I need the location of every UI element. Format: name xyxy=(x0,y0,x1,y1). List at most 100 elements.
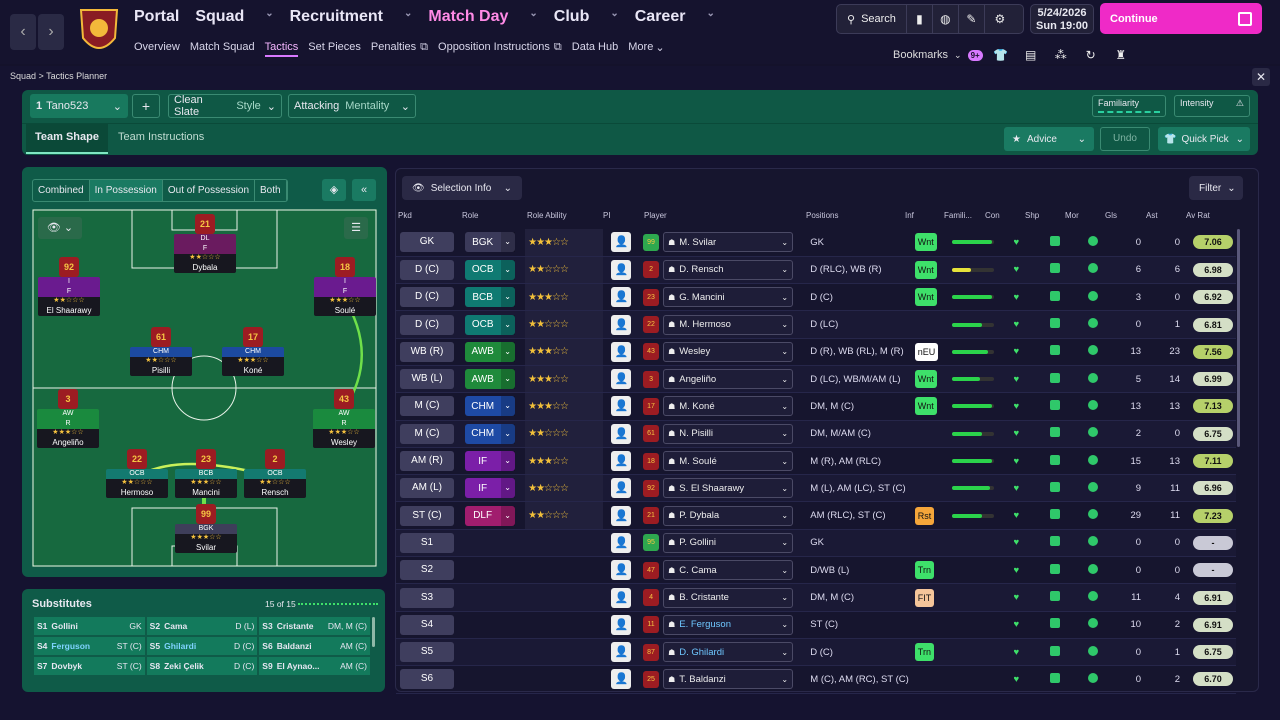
position-button[interactable]: AM (L) xyxy=(400,478,454,499)
role-dropdown[interactable]: CHM ⌄ xyxy=(464,423,515,444)
column-header[interactable]: Inf xyxy=(905,211,914,220)
globe-icon[interactable]: ◍ xyxy=(933,5,959,33)
view-visibility-button[interactable]: 👁 ⌄ xyxy=(38,217,82,239)
role-dropdown[interactable]: OCB ⌄ xyxy=(464,259,515,280)
player-select[interactable]: ☗ B. Cristante ⌄ xyxy=(663,587,794,608)
table-row[interactable]: AM (R) IF ⌄ ★★★☆☆ 👤 18 ☗ M. Soulé ⌄ M (R), AM (RL… xyxy=(396,447,1236,476)
position-button[interactable]: S4 xyxy=(400,614,454,635)
player-select[interactable]: ☗ Angeliño ⌄ xyxy=(663,369,794,390)
position-button[interactable]: GK xyxy=(400,232,454,253)
column-header[interactable]: Positions xyxy=(806,211,839,220)
intensity-meter[interactable]: Intensity ⚠ xyxy=(1174,95,1250,117)
player-instructions-icon[interactable]: 👤 xyxy=(611,669,632,690)
position-button[interactable]: S1 xyxy=(400,532,454,553)
column-header[interactable]: Con xyxy=(985,211,1000,220)
role-dropdown[interactable]: OCB ⌄ xyxy=(464,314,515,335)
club-crest-logo[interactable] xyxy=(78,4,120,58)
pitch-player-svilar[interactable]: 99 BGK ★★★☆☆ Svilar xyxy=(175,504,237,553)
table-row[interactable]: S3 👤 4 ☗ B. Cristante ⌄ DM, M (C) FIT ♥ 11 4 6.91 xyxy=(396,583,1236,612)
chevron-down-icon[interactable]: ⌄ xyxy=(265,8,274,19)
position-button[interactable]: ST (C) xyxy=(400,505,454,526)
formation-icon[interactable]: ◈ xyxy=(322,179,346,201)
player-instructions-icon[interactable]: 👤 xyxy=(611,642,632,663)
table-row[interactable]: S6 👤 25 ☗ T. Baldanzi ⌄ M (C), AM (RC), ST (C)… xyxy=(396,665,1236,694)
chevron-down-icon[interactable]: ⌄ xyxy=(403,8,413,19)
selection-info-dropdown[interactable]: 👁 Selection Info ⌄ xyxy=(402,176,522,200)
role-dropdown[interactable]: AWB ⌄ xyxy=(464,341,515,362)
player-select[interactable]: ☗ D. Ghilardi ⌄ xyxy=(663,642,794,663)
chevron-down-icon[interactable]: ⌄ xyxy=(529,8,538,19)
pitch-tab-both[interactable]: Both xyxy=(255,180,287,201)
nav-career[interactable]: Career xyxy=(634,8,686,25)
position-button[interactable]: D (C) xyxy=(400,259,454,280)
position-button[interactable]: S5 xyxy=(400,642,454,663)
player-select[interactable]: ☗ P. Gollini ⌄ xyxy=(663,532,794,553)
column-header[interactable]: Gls xyxy=(1105,211,1117,220)
substitute-cell[interactable]: S5 Ghilardi D (C) xyxy=(144,635,260,657)
nav-recruitment[interactable]: Recruitment xyxy=(289,8,383,25)
table-row[interactable]: D (C) OCB ⌄ ★★☆☆☆ 👤 22 ☗ M. Hermoso ⌄ D (LC) ♥ 0 1 6.… xyxy=(396,310,1236,339)
nav-club[interactable]: Club xyxy=(553,8,590,25)
chevron-down-icon[interactable]: ⌄ xyxy=(655,42,665,54)
position-button[interactable]: WB (R) xyxy=(400,341,454,362)
nav-portal[interactable]: Portal xyxy=(134,8,180,25)
subnav-more[interactable]: More xyxy=(628,41,654,53)
position-button[interactable]: AM (R) xyxy=(400,451,454,472)
player-instructions-icon[interactable]: 👤 xyxy=(611,532,632,553)
date-time-display[interactable]: 5/24/2026 Sun 19:00 xyxy=(1030,4,1094,34)
role-dropdown[interactable]: IF ⌄ xyxy=(464,478,515,499)
position-button[interactable]: S6 xyxy=(400,669,454,690)
player-instructions-icon[interactable]: 👤 xyxy=(611,478,632,499)
chevron-down-icon[interactable]: ⌄ xyxy=(706,8,715,19)
player-instructions-icon[interactable]: 👤 xyxy=(611,232,632,253)
column-header[interactable]: Famili... xyxy=(944,211,972,220)
table-row[interactable]: WB (R) AWB ⌄ ★★★☆☆ 👤 43 ☗ Wesley ⌄ D (R), WB (RL)… xyxy=(396,338,1236,366)
breadcrumb-squad[interactable]: Squad xyxy=(10,71,37,81)
position-button[interactable]: M (C) xyxy=(400,396,454,417)
player-instructions-icon[interactable]: 👤 xyxy=(611,560,632,581)
table-row[interactable]: D (C) OCB ⌄ ★★☆☆☆ 👤 2 ☗ D. Rensch ⌄ D (RLC), WB (… xyxy=(396,256,1236,285)
table-row[interactable]: D (C) BCB ⌄ ★★★☆☆ 👤 23 ☗ G. Mancini ⌄ D (C) Wnt ♥ 3 0… xyxy=(396,283,1236,312)
table-row[interactable]: S2 👤 47 ☗ C. Cama ⌄ D/WB (L) Trn ♥ 0 0- xyxy=(396,556,1236,585)
column-header[interactable]: Shp xyxy=(1025,211,1040,220)
substitute-cell[interactable]: S9 El Aynao... AM (C) xyxy=(257,655,372,677)
trophy-icon[interactable]: ♜ xyxy=(1115,48,1127,62)
column-header[interactable]: Av Rat xyxy=(1186,211,1210,220)
pitch-tab-in-possession[interactable]: In Possession xyxy=(89,180,163,201)
pitch-player-angeliño[interactable]: 3 AW R ★★★☆☆ Angeliño xyxy=(37,389,99,448)
table-row[interactable]: GK BGK ⌄ ★★★☆☆ 👤 99 ☗ M. Svilar ⌄ GK Wnt ♥ 0 0 7.06 xyxy=(396,229,1236,257)
column-header[interactable]: Ast xyxy=(1146,211,1158,220)
substitute-cell[interactable]: S3 Cristante DM, M (C) xyxy=(257,615,372,637)
player-select[interactable]: ☗ S. El Shaarawy ⌄ xyxy=(663,478,794,499)
continue-button[interactable]: Continue xyxy=(1100,3,1262,34)
player-select[interactable]: ☗ Wesley ⌄ xyxy=(663,341,794,362)
table-row[interactable]: WB (L) AWB ⌄ ★★★☆☆ 👤 3 ☗ Angeliño ⌄ D (LC), WB/M/… xyxy=(396,365,1236,394)
player-instructions-icon[interactable]: 👤 xyxy=(611,505,632,526)
pitch-player-hermoso[interactable]: 22 OCB ★★☆☆☆ Hermoso xyxy=(106,449,168,498)
player-select[interactable]: ☗ E. Ferguson ⌄ xyxy=(663,614,794,635)
filter-button[interactable]: Filter ⌄ xyxy=(1189,176,1243,200)
refresh-icon[interactable]: ↻ xyxy=(1085,48,1096,62)
back-button[interactable]: ‹ xyxy=(10,14,36,50)
pitch-player-soulé[interactable]: 18 I F ★★★☆☆ Soulé xyxy=(314,257,376,316)
pitch-player-rensch[interactable]: 2 OCB ★★☆☆☆ Rensch xyxy=(244,449,306,498)
quick-pick-button[interactable]: 👕 Quick Pick ⌄ xyxy=(1158,127,1250,151)
settings-gear-icon[interactable]: ⚙ xyxy=(994,12,1006,26)
subnav-tactics[interactable]: Tactics xyxy=(264,41,299,57)
player-select[interactable]: ☗ M. Hermoso ⌄ xyxy=(663,314,794,335)
table-row[interactable]: AM (L) IF ⌄ ★★☆☆☆ 👤 92 ☗ S. El Shaarawy ⌄ M (L), … xyxy=(396,474,1236,503)
column-header[interactable]: Mor xyxy=(1065,211,1079,220)
forward-button[interactable]: › xyxy=(38,14,64,50)
pitch-player-wesley[interactable]: 43 AW R ★★★☆☆ Wesley xyxy=(313,389,375,448)
pitch-player-pisilli[interactable]: 61 CHM ★★☆☆☆ Pisilli xyxy=(130,327,192,376)
role-dropdown[interactable]: CHM ⌄ xyxy=(464,396,515,417)
table-scrollbar[interactable] xyxy=(1237,229,1240,447)
tab-team-shape[interactable]: Team Shape xyxy=(26,124,108,154)
role-dropdown[interactable]: BCB ⌄ xyxy=(464,287,515,308)
player-select[interactable]: ☗ T. Baldanzi ⌄ xyxy=(663,669,794,690)
chevron-down-icon[interactable]: ⌄ xyxy=(610,8,619,19)
clipboard-icon[interactable]: ▤ xyxy=(1025,48,1037,62)
player-select[interactable]: ☗ D. Rensch ⌄ xyxy=(663,259,794,280)
pitch-tab-combined[interactable]: Combined xyxy=(33,180,90,201)
table-row[interactable]: M (C) CHM ⌄ ★★☆☆☆ 👤 61 ☗ N. Pisilli ⌄ DM, M/AM (C… xyxy=(396,420,1236,448)
